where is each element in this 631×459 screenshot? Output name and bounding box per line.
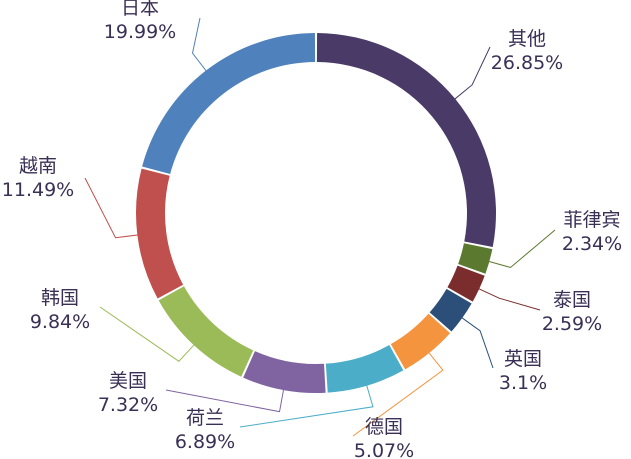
label-value-越南: 11.49% bbox=[2, 179, 74, 201]
slice-德国 bbox=[390, 313, 451, 370]
label-name-泰国: 泰国 bbox=[553, 289, 591, 311]
label-value-韩国: 9.84% bbox=[30, 311, 90, 333]
label-value-菲律宾: 2.34% bbox=[562, 233, 622, 255]
slice-泰国 bbox=[447, 265, 485, 302]
slice-菲律宾 bbox=[458, 243, 493, 274]
slice-韩国 bbox=[158, 286, 254, 377]
leader-越南 bbox=[84, 177, 140, 239]
label-value-美国: 7.32% bbox=[98, 394, 158, 416]
label-name-菲律宾: 菲律宾 bbox=[563, 209, 620, 231]
leader-德国 bbox=[352, 351, 444, 437]
leader-泰国 bbox=[477, 287, 541, 311]
slice-越南 bbox=[136, 168, 184, 299]
label-name-英国: 英国 bbox=[504, 348, 542, 370]
slice-日本 bbox=[142, 33, 316, 174]
leader-韩国 bbox=[99, 306, 196, 362]
leader-荷兰 bbox=[239, 383, 374, 428]
label-name-日本: 日本 bbox=[121, 0, 159, 19]
slice-其他 bbox=[316, 33, 497, 248]
label-name-荷兰: 荷兰 bbox=[186, 407, 224, 429]
label-name-美国: 美国 bbox=[109, 370, 147, 392]
leader-lines bbox=[84, 17, 556, 437]
label-name-韩国: 韩国 bbox=[41, 287, 79, 309]
label-name-越南: 越南 bbox=[19, 155, 57, 177]
label-value-泰国: 2.59% bbox=[542, 313, 602, 335]
leader-其他 bbox=[453, 46, 491, 101]
leader-日本 bbox=[191, 17, 208, 73]
label-value-荷兰: 6.89% bbox=[175, 431, 235, 453]
leader-英国 bbox=[460, 316, 494, 369]
label-value-英国: 3.1% bbox=[499, 372, 547, 394]
leader-菲律宾 bbox=[487, 229, 556, 269]
label-value-其他: 26.85% bbox=[491, 52, 563, 74]
label-name-其他: 其他 bbox=[508, 28, 546, 50]
slice-英国 bbox=[429, 288, 472, 332]
leader-美国 bbox=[165, 387, 285, 413]
label-value-日本: 19.99% bbox=[104, 21, 176, 43]
label-value-德国: 5.07% bbox=[354, 440, 414, 459]
slice-荷兰 bbox=[325, 345, 404, 393]
slice-美国 bbox=[243, 351, 326, 393]
donut-slices bbox=[136, 33, 497, 393]
label-name-德国: 德国 bbox=[365, 416, 403, 438]
